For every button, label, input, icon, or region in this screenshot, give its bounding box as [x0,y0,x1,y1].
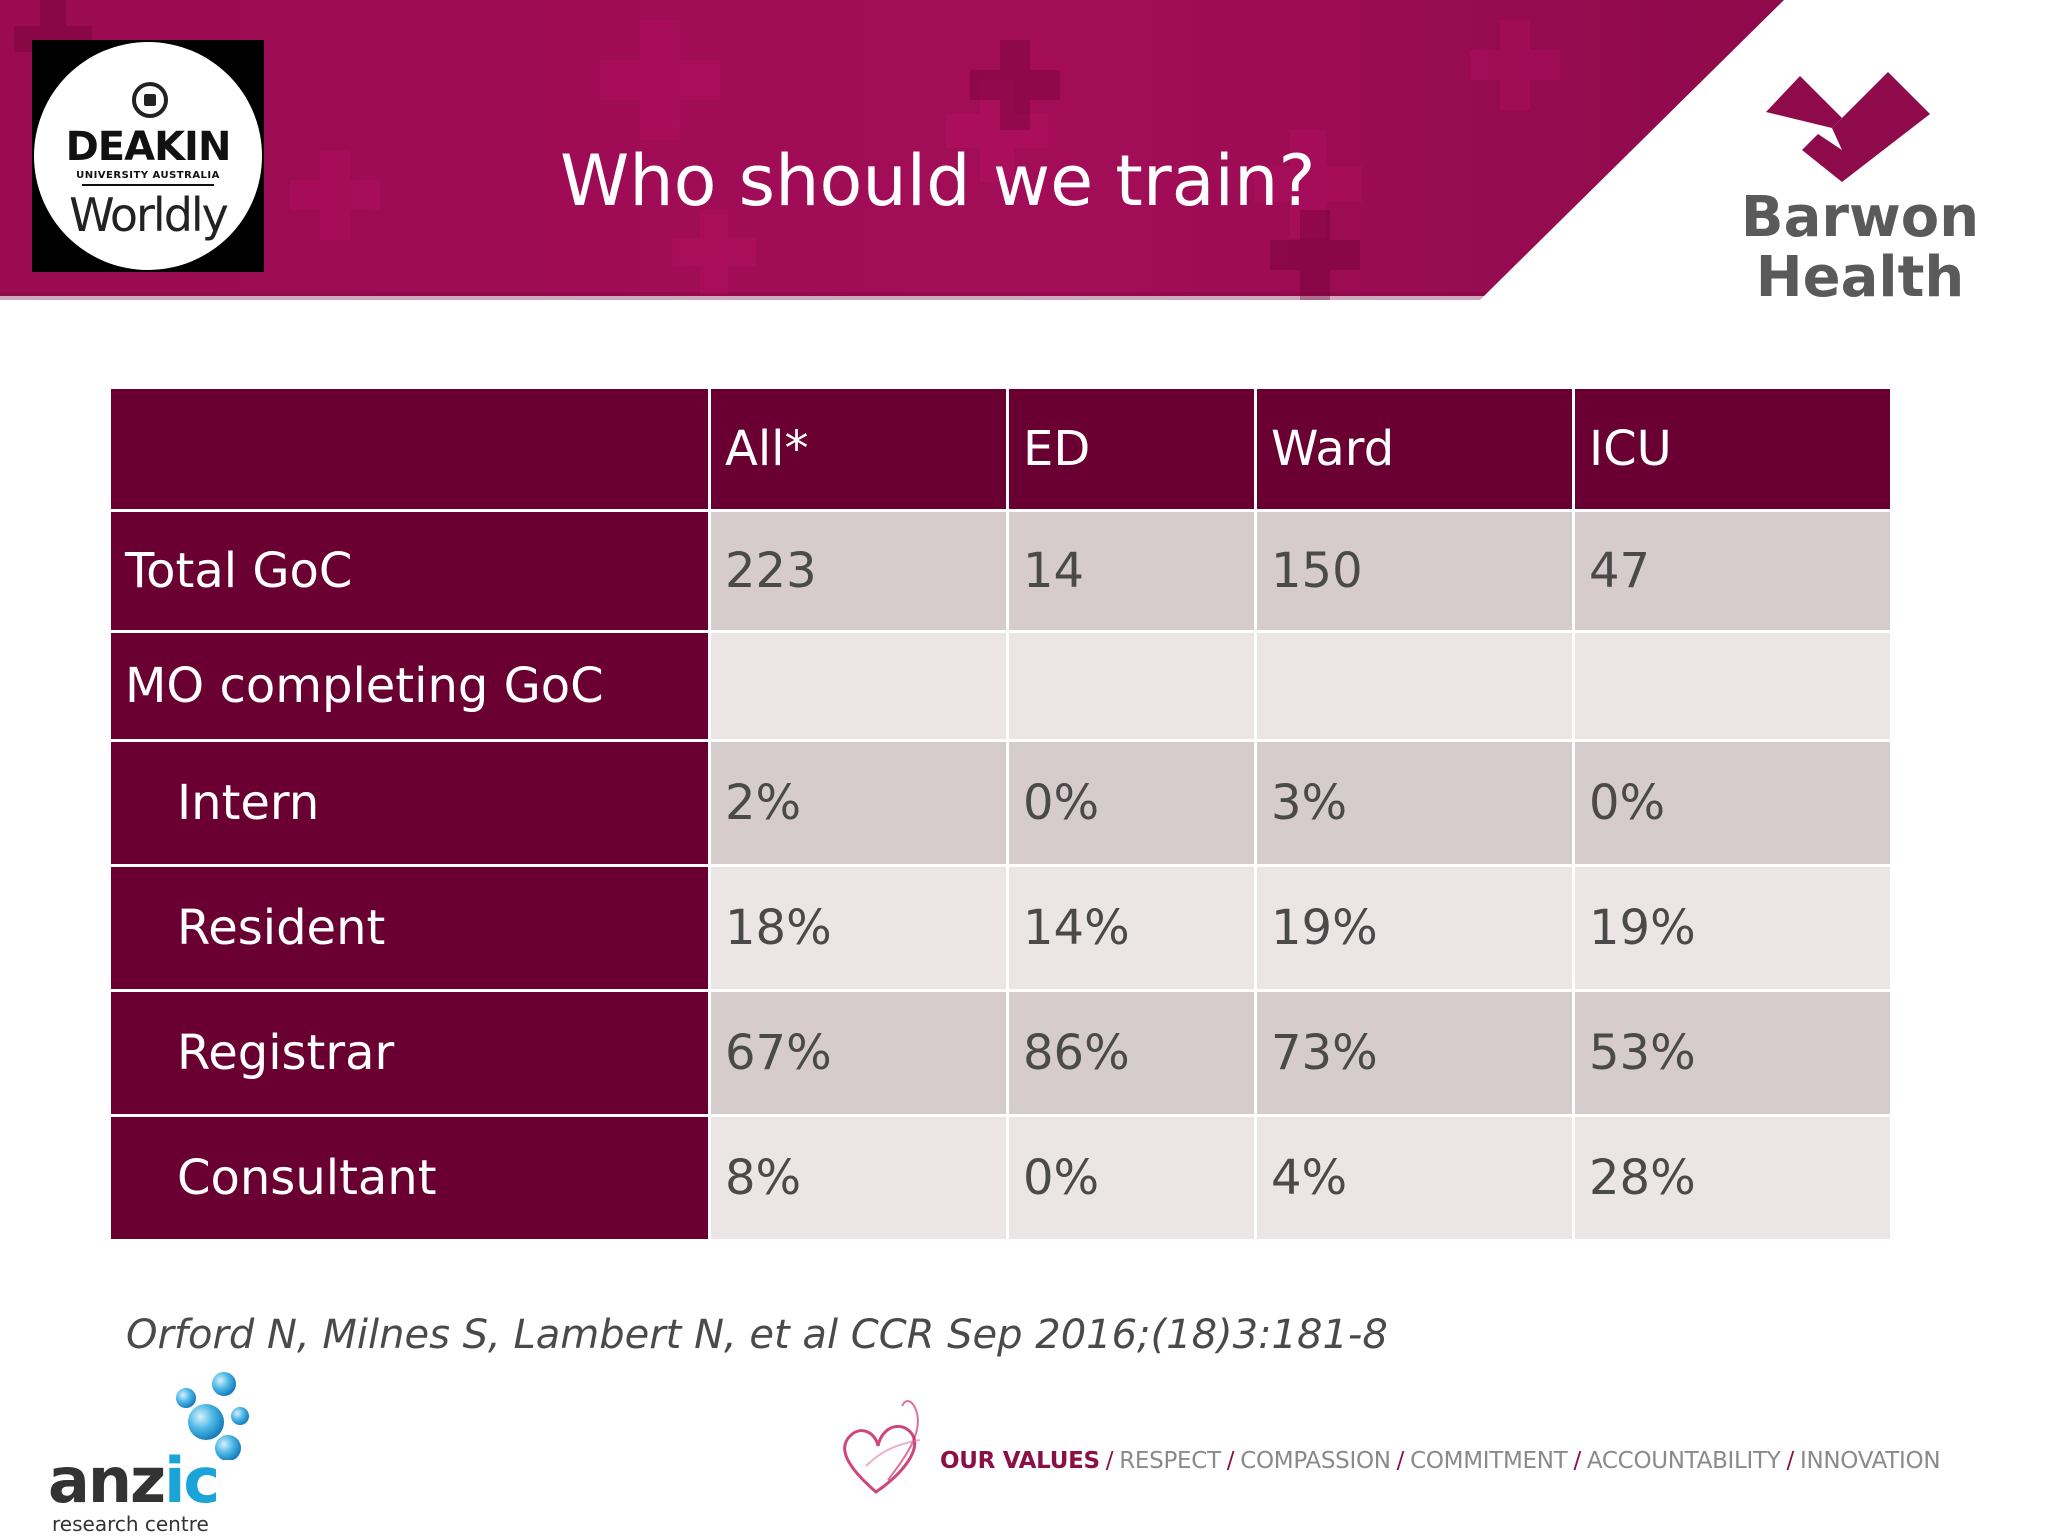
header-background [0,0,1784,300]
table-cell: 14% [1006,864,1257,992]
row-label: MO completing GoC [108,630,711,742]
barwon-line2: Health [1755,245,1965,310]
table-cell: 150 [1254,509,1575,633]
anzic-wordmark-part2: ic [164,1444,220,1517]
column-header: All* [708,386,1009,512]
anzic-wordmark-part1: anz [48,1444,166,1517]
deakin-logo-name: DEAKIN [65,124,232,170]
values-separator: / [1573,1448,1581,1474]
table-cell: 47 [1572,509,1893,633]
column-header: ED [1006,386,1257,512]
header-band: DEAKIN UNIVERSITY AUSTRALIA Worldly Who … [0,0,2048,300]
value-item: INNOVATION [1800,1448,1941,1474]
deakin-logo-divider [82,184,214,186]
table-row: Total GoC 223 14 150 47 [108,509,1893,633]
deakin-logo: DEAKIN UNIVERSITY AUSTRALIA Worldly [32,40,264,272]
table-cell: 18% [708,864,1009,992]
table-cell: 0% [1006,739,1257,867]
row-label: Resident [108,864,711,992]
table-cell: 0% [1572,739,1893,867]
row-label: Total GoC [108,509,711,633]
values-heart-icon [843,1400,921,1494]
table-cell: 223 [708,509,1009,633]
table-cell: 2% [708,739,1009,867]
slide-title: Who should we train? [560,140,1316,222]
barwon-line1: Barwon [1740,185,1980,250]
table-cell: 19% [1572,864,1893,992]
table-row: Intern 2% 0% 3% 0% [108,739,1893,867]
column-header [108,386,711,512]
value-item: ACCOUNTABILITY [1586,1448,1781,1474]
goc-table: All* ED Ward ICU Total GoC 223 14 150 47… [108,386,1893,1242]
value-item: COMMITMENT [1410,1448,1568,1474]
row-label: Consultant [108,1114,711,1242]
deakin-logo-subtitle: UNIVERSITY AUSTRALIA [76,170,220,181]
deakin-logo-circle: DEAKIN UNIVERSITY AUSTRALIA Worldly [34,42,262,270]
row-label: Registrar [108,989,711,1117]
values-separator: / [1226,1448,1235,1474]
anzic-wordmark: anzic [48,1450,220,1512]
anzic-bubbles-icon [176,1372,249,1461]
table-cell: 4% [1254,1114,1575,1242]
table-header-row: All* ED Ward ICU [108,386,1893,512]
table-row: Consultant 8% 0% 4% 28% [108,1114,1893,1242]
our-values-label: OUR VALUES [940,1448,1100,1474]
table-cell: 3% [1254,739,1575,867]
value-item: RESPECT [1119,1448,1221,1474]
table-cell [1006,630,1257,742]
barwon-health-logo: Barwon Health [1740,66,1980,316]
table-cell: 14 [1006,509,1257,633]
table-row: Resident 18% 14% 19% 19% [108,864,1893,992]
values-separator: / [1105,1448,1114,1474]
table-cell: 19% [1254,864,1575,992]
deakin-crest-icon [132,82,168,118]
barwon-health-wordmark: Barwon Health [1740,188,1980,308]
table-cell: 8% [708,1114,1009,1242]
table-cell: 0% [1006,1114,1257,1242]
table-cell: 28% [1572,1114,1893,1242]
value-item: COMPASSION [1240,1448,1391,1474]
table-cell [1572,630,1893,742]
table-cell [708,630,1009,742]
barwon-heart-icon [1766,72,1930,182]
table-row: Registrar 67% 86% 73% 53% [108,989,1893,1117]
table-cell [1254,630,1575,742]
row-label: Intern [108,739,711,867]
table-cell: 67% [708,989,1009,1117]
citation: Orford N, Milnes S, Lambert N, et al CCR… [126,1312,1388,1358]
table-cell: 53% [1572,989,1893,1117]
table-row: MO completing GoC [108,630,1893,742]
deakin-logo-tagline: Worldly [69,188,229,242]
our-values-bar: OUR VALUES / RESPECT / COMPASSION / COMMITMENT… [940,1448,1941,1474]
values-separator: / [1786,1448,1795,1474]
column-header: ICU [1572,386,1893,512]
values-separator: / [1396,1448,1405,1474]
table-cell: 86% [1006,989,1257,1117]
anzic-subtitle: research centre [52,1512,209,1536]
column-header: Ward [1254,386,1575,512]
anzic-logo: anzic research centre [40,1370,260,1536]
table-cell: 73% [1254,989,1575,1117]
